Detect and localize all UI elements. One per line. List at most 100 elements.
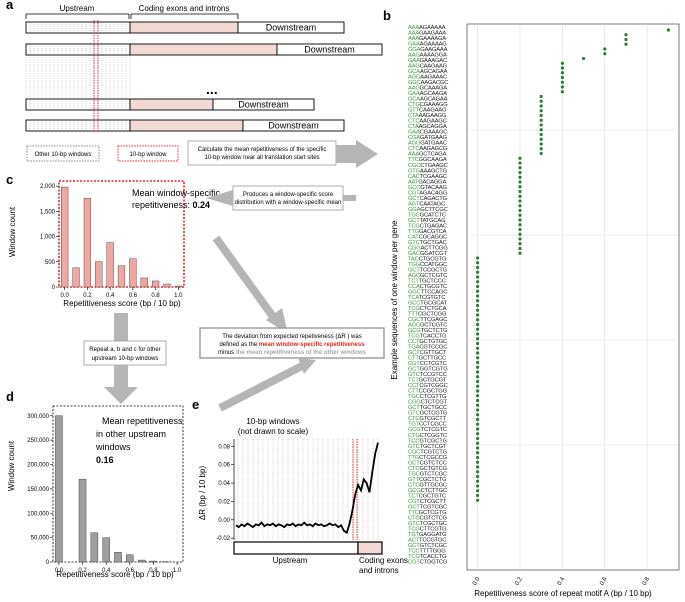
sequence-label: CGCCTGAAGC <box>408 163 448 169</box>
panel-a-letter: a <box>6 0 14 12</box>
sequence-repeat-part: TCG <box>408 334 420 340</box>
scatter-point <box>539 94 543 99</box>
chart-c-bar <box>117 265 126 288</box>
legend-window-label: 10-bp window <box>129 152 167 158</box>
sequence-rest-part: GTCTCGC <box>420 471 447 477</box>
sequence-rest-part: CAAGAAG <box>419 108 447 114</box>
panel-b-letter: b <box>383 8 391 23</box>
scatter-point <box>476 446 480 450</box>
sequence-repeat-part: CGC <box>408 317 420 323</box>
sequence-label: TCGCTCTGCA <box>408 306 447 312</box>
sequence-label: GGCAAGACGC <box>408 80 448 86</box>
scatter-point <box>539 137 543 141</box>
chart-c-xtick-label: 1.0 <box>174 293 183 299</box>
sequence-repeat-part: GCG <box>408 328 421 334</box>
callout-calculate-line-2: 10-bp window near all translation start … <box>204 155 319 161</box>
chart-d-xtick-label: 0.4 <box>102 568 111 574</box>
scatter-point <box>518 204 522 208</box>
sequence-repeat-part: AAA <box>408 31 419 37</box>
upstream-segment <box>25 43 131 56</box>
sequence-repeat-part: AAA <box>408 25 419 31</box>
sequence-repeat-part: GCT <box>408 504 420 510</box>
arrow-c-to-d-head <box>104 387 138 404</box>
sequence-rest-part: CGAAAGG <box>420 102 449 108</box>
sequence-repeat-part: CTG <box>408 102 420 108</box>
panel-e: e 10-bp windows (not drawn to scale) -0.… <box>192 397 408 575</box>
sequence-label: CCTGCTGTGC <box>408 339 447 345</box>
sequence-label: GCAAGCAGAA <box>408 69 448 75</box>
sequence-label: CTCGTTGCGC <box>408 482 447 488</box>
sequence-label: CTTCCGCTGG <box>408 389 448 395</box>
sequence-repeat-part: CGT <box>408 499 420 505</box>
sequence-label: AAGCAAGAAG <box>408 64 448 70</box>
scatter-point <box>518 218 522 222</box>
sequence-label: TTTCGCTCGG <box>408 312 447 318</box>
scatter-point <box>539 151 543 156</box>
sequence-label: CATCGCAGGC <box>408 234 447 240</box>
scatter-point <box>518 185 522 189</box>
sequence-repeat-part: GCT <box>408 350 420 356</box>
scatter-point <box>539 113 543 118</box>
scatter-point <box>518 161 522 165</box>
panel-e-ylabel: ΔR (bp / 10 bp) <box>198 466 207 521</box>
sequence-repeat-part: AGT <box>408 201 420 207</box>
scatter-point <box>539 128 543 132</box>
sequence-repeat-part: AGC <box>408 273 420 279</box>
scatter-point <box>476 398 480 403</box>
scatter-point <box>476 460 480 464</box>
sequence-repeat-part: TCT <box>408 278 419 284</box>
panel-e-upstream-bar <box>233 541 359 555</box>
sequence-rest-part: GACAGGA <box>418 179 446 185</box>
scatter-point <box>476 422 480 426</box>
scatter-point <box>518 175 522 179</box>
scatter-point <box>476 327 480 331</box>
sequence-rest-part: TCGTCTG <box>420 449 447 455</box>
panel-d-annotation-line-3: windows <box>95 442 131 452</box>
scatter-point <box>476 341 480 346</box>
sequence-rest-part: GCTGCGT <box>419 378 447 384</box>
sequence-label: TCCGTCGCTG <box>408 438 448 444</box>
sequence-repeat-part: GCT <box>408 367 420 373</box>
ytick-label: 0.02 <box>218 499 230 505</box>
sequence-repeat-part: GTC <box>408 444 420 450</box>
sequence-repeat-part: GAA <box>408 91 420 97</box>
sequence-rest-part: GCTCGTG <box>420 411 448 417</box>
sequence-rest-part: GCAAAGA <box>420 86 448 92</box>
sequence-label: CGCTTCGAGC <box>408 317 447 323</box>
sequence-label: TCTCGCTGTC <box>408 493 446 499</box>
sequence-rest-part: TCGTGTC <box>419 295 446 301</box>
xtick-label: 0.4 <box>557 576 567 587</box>
sequence-rest-part: CGTTGCT <box>420 350 447 356</box>
sequence-rest-part: GCTCGTG <box>419 510 447 516</box>
sequence-label: TTGGACGTCA <box>408 229 447 235</box>
sequence-repeat-part: GAA <box>408 130 420 136</box>
sequence-repeat-part: GGA <box>408 47 421 53</box>
sequence-rest-part: GCTCAGA <box>419 152 447 158</box>
sequence-label: TGCGTCTCGC <box>408 471 447 477</box>
sequence-repeat-part: AAG <box>408 86 420 92</box>
sequence-repeat-part: AAG <box>408 64 420 70</box>
chart-c-ytick-label: 500 <box>45 260 56 266</box>
downstream-label: Downstream <box>266 23 317 33</box>
scatter-point <box>476 389 480 393</box>
chart-c-xtick-label: 0.2 <box>83 293 92 299</box>
chart-d-xtick-label: 0.0 <box>55 568 64 574</box>
sequence-label: TCGTCACCTG <box>408 554 447 560</box>
xtick-label: 0.2 <box>514 576 524 587</box>
chart-d-bar <box>90 532 99 563</box>
scatter-point <box>518 223 522 227</box>
sequence-repeat-part: CCA <box>408 284 420 290</box>
sequence-repeat-part: GCT <box>408 267 420 273</box>
scatter-point <box>560 66 565 70</box>
sequence-label: GCTTCCGCTG <box>408 267 448 273</box>
sequence-rest-part: TTTTGGG <box>419 548 446 554</box>
scatter-point <box>560 61 565 65</box>
downstream-segment <box>212 98 315 111</box>
scatter-point <box>476 432 480 436</box>
chart-c-bar <box>140 277 148 288</box>
sequence-label: GTCTGCTCGT <box>408 444 447 450</box>
sequence-rest-part: CGAAAGC <box>420 130 448 136</box>
chart-c-ytick-label: 2,000 <box>40 184 56 190</box>
sequence-label: CTGCTCGGTC <box>408 433 447 439</box>
